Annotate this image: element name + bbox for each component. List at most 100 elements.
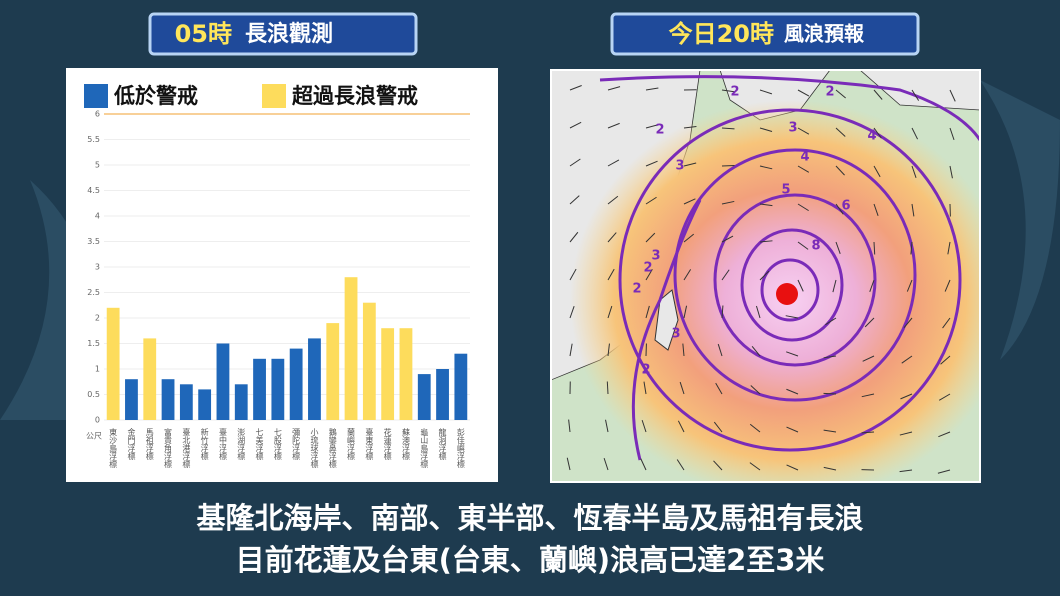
y-tick-label: 4.5 <box>87 186 100 195</box>
panel-title: 長浪觀測 <box>245 21 333 47</box>
contour-label: 4 <box>867 129 876 144</box>
y-tick-label: 2 <box>95 314 100 323</box>
y-tick-label: 2.5 <box>87 288 100 297</box>
wind-arrow <box>786 464 799 471</box>
wind-arrow <box>797 165 810 173</box>
wind-arrow <box>785 315 799 319</box>
wind-arrow <box>911 165 917 179</box>
wind-arrow <box>873 165 881 178</box>
panel-title: 風浪預報 <box>784 22 865 46</box>
wind-arrow <box>835 203 844 215</box>
y-tick-label: 5 <box>95 161 100 170</box>
wind-arrow <box>569 306 575 319</box>
bar <box>198 389 212 420</box>
map <box>551 70 980 482</box>
wind-arrow <box>683 198 696 205</box>
wind-arrow <box>607 268 615 281</box>
wind-arrow <box>721 235 734 243</box>
wind-arrow <box>873 241 876 255</box>
bar <box>106 307 120 420</box>
wind-arrow <box>717 343 723 357</box>
contour-label: 3 <box>788 121 797 136</box>
wind-arrow <box>607 86 621 91</box>
wind-arrow <box>942 317 951 329</box>
bar <box>308 338 321 420</box>
wind-arrow <box>721 200 735 205</box>
legend-label: 低於警戒 <box>113 84 198 108</box>
bar <box>125 379 138 420</box>
title-box <box>148 12 418 56</box>
bar <box>436 369 449 420</box>
wind-arrow <box>606 381 609 395</box>
bar <box>417 374 431 420</box>
unit-label: 公尺 <box>86 432 102 441</box>
x-tick-label: 花蓮浮標 <box>383 427 392 461</box>
wind-arrow <box>569 195 580 205</box>
bar <box>143 338 157 420</box>
wind-arrow <box>677 420 685 433</box>
wind-arrow <box>645 160 658 167</box>
wind-arrow <box>721 127 735 130</box>
x-tick-label: 七股浮標 <box>273 428 282 461</box>
bar <box>454 353 468 420</box>
wind-arrow <box>823 392 837 395</box>
panel-time: 05時 <box>175 20 232 48</box>
bar <box>362 302 376 420</box>
wind-arrow <box>759 165 773 170</box>
wind-arrow <box>899 431 913 436</box>
wind-arrow <box>749 423 761 433</box>
wave-field <box>570 100 980 482</box>
bar <box>344 277 358 420</box>
wind-arrow <box>911 203 915 217</box>
wind-arrow <box>645 305 650 319</box>
wind-arrow <box>645 87 659 91</box>
x-tick-label: 七美浮標 <box>255 428 264 461</box>
wind-arrow <box>645 268 653 281</box>
wind-arrow <box>797 203 809 212</box>
land <box>859 70 980 111</box>
bar <box>271 358 285 420</box>
wind-arrow <box>786 388 799 395</box>
map-frame <box>550 69 981 483</box>
wind-arrow <box>751 345 761 357</box>
wind-arrow <box>759 89 773 95</box>
wind-arrow <box>641 419 647 433</box>
y-tick-label: 3.5 <box>87 237 100 246</box>
contours <box>599 75 980 461</box>
wind-arrow <box>901 355 913 364</box>
wind-arrow <box>835 89 846 99</box>
x-tick-label: 鵝鑾鼻浮標 <box>328 427 337 469</box>
wind-arrow <box>755 305 761 319</box>
contour-label: 5 <box>781 183 790 198</box>
wind-arrow <box>640 458 647 471</box>
wind-arrow <box>607 159 620 167</box>
y-tick-label: 3 <box>95 263 100 272</box>
contour-label: 3 <box>675 159 684 174</box>
wind-arrow <box>862 355 875 362</box>
wind-arrow <box>679 381 685 395</box>
legend-label: 超過長浪警戒 <box>292 84 418 108</box>
contour-label: 3 <box>671 327 680 342</box>
wind-arrow <box>605 419 609 433</box>
x-tick-label: 富貴角浮標 <box>164 427 173 469</box>
x-tick-label: 彭佳嶼浮標 <box>456 427 465 469</box>
x-tick-label: 蘭嶼浮標 <box>347 427 356 461</box>
wind-arrow <box>569 158 581 167</box>
y-tick-label: 4 <box>95 212 100 221</box>
y-tick-label: 1 <box>95 365 100 374</box>
contour-label: 2 <box>730 85 739 100</box>
wind-arrow <box>645 196 657 205</box>
bar <box>289 348 303 420</box>
x-tick-label: 彌陀浮標 <box>292 428 301 461</box>
contour-label: 8 <box>811 239 820 254</box>
wind-arrow <box>786 351 799 357</box>
wind-arrow <box>910 241 913 255</box>
legend-swatch <box>84 84 108 108</box>
x-tick-label: 龍洞浮標 <box>438 427 447 461</box>
bar <box>253 358 266 420</box>
wind-arrow <box>873 203 879 216</box>
y-tick-label: 1.5 <box>87 339 100 348</box>
wind-arrow <box>825 317 837 326</box>
contour-label: 2 <box>632 282 641 297</box>
